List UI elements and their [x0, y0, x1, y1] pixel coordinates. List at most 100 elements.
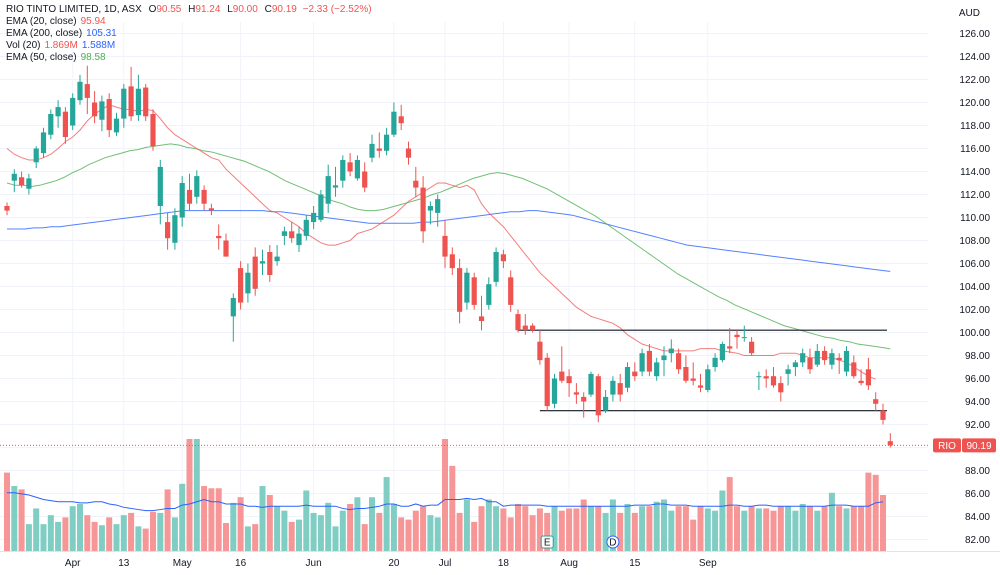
volume-bar	[471, 521, 478, 551]
candle	[457, 258, 463, 324]
volume-bar	[25, 524, 32, 551]
candle-body	[800, 353, 806, 363]
candle-body	[544, 357, 550, 407]
candle-body	[194, 176, 200, 197]
time-axis[interactable]: Apr 13 May 16 Jun 20 Jul 18 Aug 15 Sep	[0, 551, 1000, 570]
price-tick-label: 110.00	[960, 213, 990, 224]
volume-bar	[631, 512, 638, 551]
volume-bar	[712, 510, 719, 551]
candle-body	[113, 118, 120, 133]
candle	[829, 348, 835, 370]
candle-body	[332, 185, 339, 188]
candle-body	[770, 376, 777, 386]
candle	[420, 176, 426, 243]
candle	[770, 367, 777, 388]
price-tick-label: 120.00	[959, 98, 990, 109]
candle-body	[697, 385, 704, 388]
candle-body	[727, 346, 733, 349]
candle	[26, 173, 32, 195]
volume-bar	[624, 503, 631, 551]
volume-bar	[325, 502, 332, 551]
volume-bar	[150, 511, 156, 551]
high-value: 91.24	[195, 4, 221, 15]
volume-bar	[288, 521, 295, 551]
candle	[792, 360, 798, 377]
volume-bar	[551, 506, 558, 551]
volume-bar	[361, 524, 368, 551]
volume-bar	[106, 517, 113, 551]
candle-body	[858, 380, 864, 384]
volume-bar	[171, 517, 178, 551]
candle-body	[427, 206, 433, 211]
volume-bar	[18, 489, 25, 551]
candle	[55, 100, 61, 128]
candle	[62, 107, 68, 144]
candle-body	[734, 334, 740, 338]
volume-bar	[405, 519, 412, 551]
symbol-title: RIO TINTO LIMITED, 1D, ASX	[6, 4, 142, 15]
volume-bar	[748, 506, 755, 551]
candle	[588, 371, 594, 397]
indicator-ema20[interactable]: EMA (20, close) 95.94	[6, 16, 372, 28]
time-tick-label: Jun	[306, 558, 322, 569]
candle	[573, 383, 579, 404]
candle	[106, 93, 112, 137]
candle	[851, 355, 857, 379]
candle	[471, 272, 477, 310]
candle-body	[785, 369, 791, 374]
chart-legend: RIO TINTO LIMITED, 1D, ASX O90.55 H91.24…	[6, 4, 372, 64]
price-axis[interactable]: 82.0084.0086.0088.0090.0092.0094.0096.00…	[959, 29, 990, 546]
candle-body	[588, 373, 594, 395]
volume-bar	[653, 501, 660, 551]
candle	[289, 222, 295, 243]
close-value: 90.19	[271, 4, 297, 15]
time-tick-label: 20	[388, 558, 400, 569]
volume-bar	[836, 506, 843, 551]
volume-bar	[668, 510, 675, 551]
candle-body	[843, 350, 850, 372]
candle-body	[471, 277, 477, 305]
volume-bar	[792, 510, 799, 551]
candle-body	[851, 362, 857, 377]
volume-bar	[456, 512, 463, 551]
candle-body	[267, 252, 273, 275]
candle-body	[165, 222, 171, 239]
ohlc-row: RIO TINTO LIMITED, 1D, ASX O90.55 H91.24…	[6, 4, 372, 16]
volume-bar	[434, 517, 441, 551]
volume-bar	[332, 526, 339, 551]
price-tick-label: 82.00	[965, 535, 990, 546]
indicator-volume[interactable]: Vol (20) 1.869M 1.588M	[6, 40, 372, 52]
ema-lines	[6, 104, 891, 380]
candle	[194, 170, 200, 204]
candle-body	[216, 235, 222, 239]
candle	[347, 153, 353, 177]
time-tick-label: Sep	[699, 558, 717, 569]
candle-body	[442, 235, 448, 257]
candle	[887, 433, 893, 448]
candle-body	[617, 383, 623, 395]
volume-bar	[208, 488, 215, 551]
volume-bar	[420, 506, 427, 551]
candle-body	[413, 180, 419, 188]
volume-bar	[828, 492, 835, 551]
candle-body	[508, 277, 514, 305]
volume-bar	[40, 524, 47, 551]
volume-bar	[602, 512, 609, 551]
candle	[354, 155, 360, 181]
volume-bar	[201, 486, 208, 551]
indicator-ema50[interactable]: EMA (50, close) 98.58	[6, 52, 372, 64]
support-resistance-lines	[518, 329, 887, 412]
candle-body	[26, 178, 32, 189]
candle-body	[705, 369, 711, 390]
candle-body	[807, 357, 813, 370]
candle-body	[880, 410, 886, 420]
time-tick-label: Apr	[65, 558, 81, 569]
indicator-ema200[interactable]: EMA (200, close) 105.31	[6, 28, 372, 40]
candle-body	[719, 344, 725, 361]
candle	[581, 392, 587, 418]
price-tag-value-box	[962, 438, 996, 453]
volume-bar	[814, 510, 821, 551]
candle	[143, 84, 149, 121]
